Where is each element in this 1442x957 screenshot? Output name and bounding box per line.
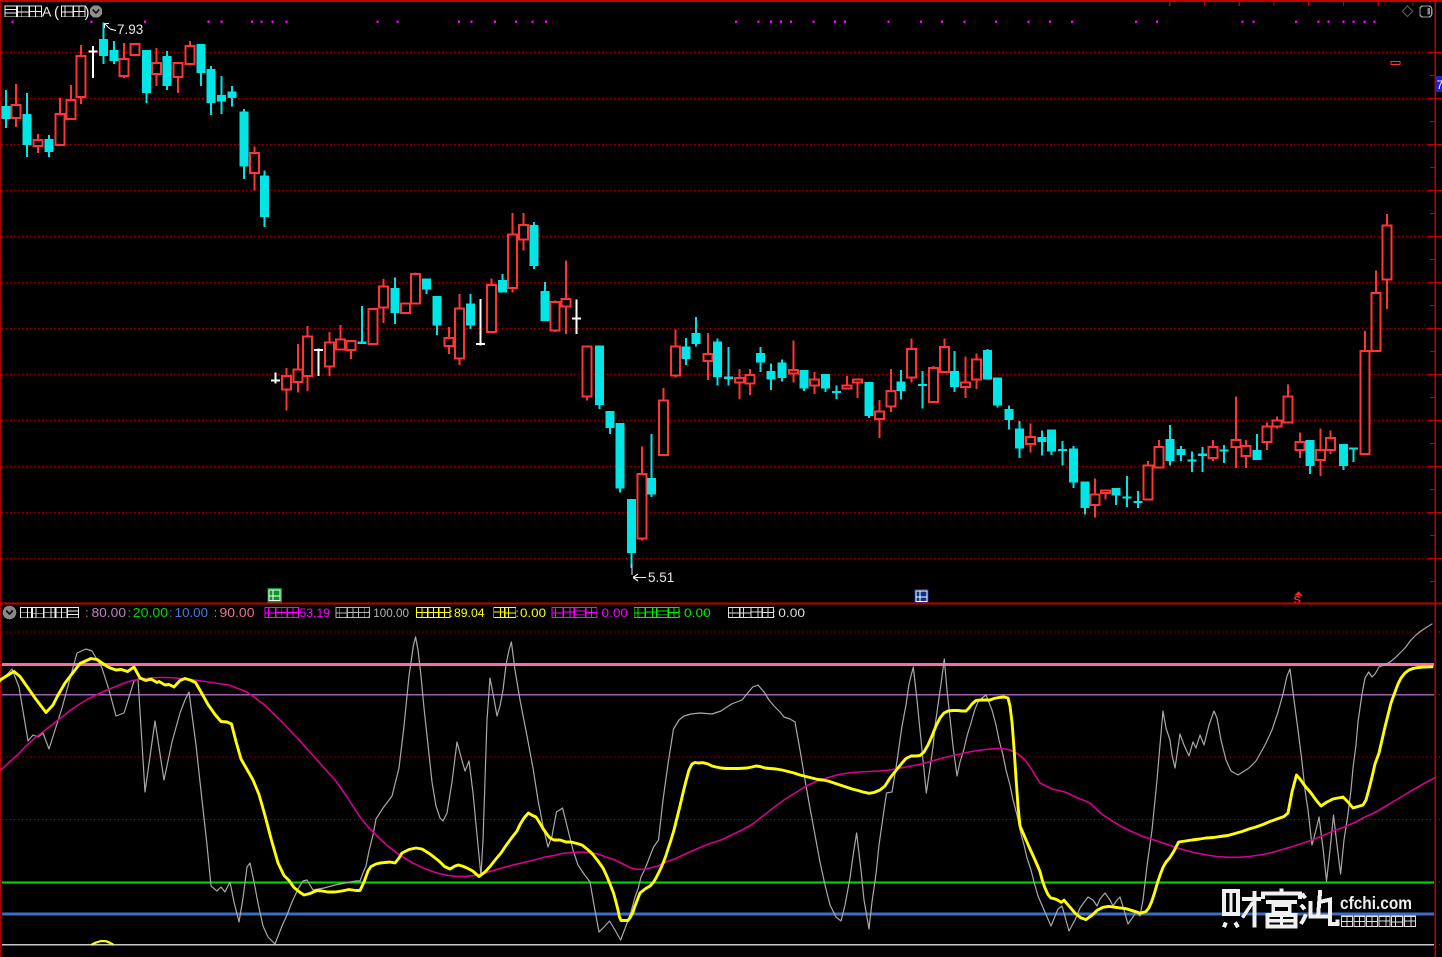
svg-text:S: S — [1294, 595, 1301, 607]
svg-text::: : — [128, 605, 131, 620]
svg-text:80.00: 80.00 — [92, 605, 127, 620]
svg-text:53.19: 53.19 — [300, 606, 331, 620]
svg-text::: : — [678, 608, 681, 620]
svg-text:(: ( — [54, 4, 59, 21]
svg-text::: : — [368, 608, 371, 620]
svg-text::: : — [169, 605, 172, 620]
svg-text:7.93: 7.93 — [117, 22, 143, 37]
svg-text:): ) — [85, 4, 90, 21]
svg-text::: : — [214, 605, 217, 620]
svg-text:20.00: 20.00 — [133, 605, 168, 620]
svg-text:10.00: 10.00 — [175, 605, 208, 620]
svg-text::: : — [516, 608, 519, 620]
svg-text:89.04: 89.04 — [454, 606, 485, 620]
svg-text:7: 7 — [1437, 78, 1442, 92]
svg-text::: : — [596, 608, 599, 620]
svg-text:A: A — [42, 4, 52, 20]
svg-text::: : — [772, 608, 775, 620]
svg-text:100.00: 100.00 — [373, 606, 409, 620]
svg-text:90.00: 90.00 — [220, 605, 255, 620]
svg-text:0.00: 0.00 — [778, 606, 805, 620]
svg-text::: : — [297, 608, 300, 620]
svg-text:5.51: 5.51 — [648, 570, 674, 585]
svg-text::: : — [85, 605, 88, 620]
svg-text:cfchi.com: cfchi.com — [1340, 893, 1412, 913]
svg-text::: : — [450, 608, 453, 620]
svg-text:0.00: 0.00 — [520, 606, 546, 620]
svg-text:0.00: 0.00 — [602, 606, 629, 620]
svg-text:0.00: 0.00 — [684, 606, 711, 620]
